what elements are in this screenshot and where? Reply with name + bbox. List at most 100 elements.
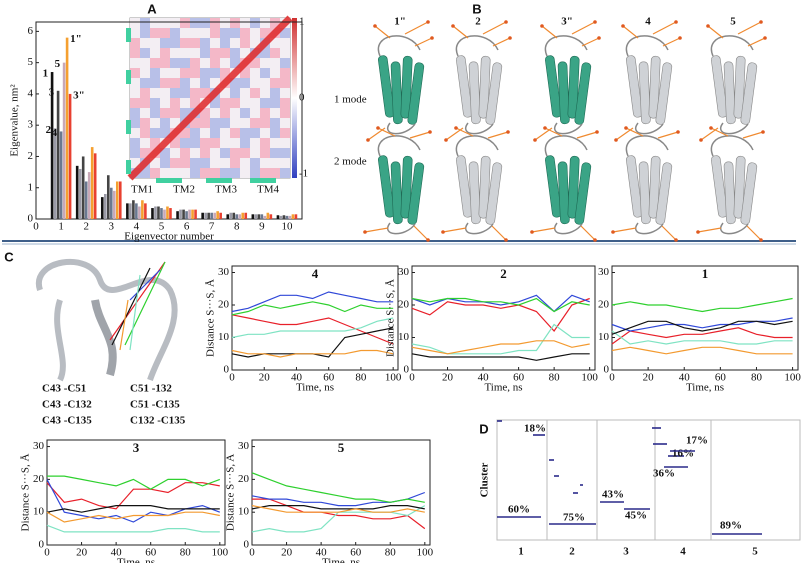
series-line [252, 498, 426, 530]
heatmap-cell [140, 78, 150, 88]
heatmap-cell [230, 138, 240, 148]
heatmap-cell [200, 148, 210, 158]
heatmap-cell [130, 48, 140, 58]
heatmap-cell [170, 18, 180, 28]
heatmap-cell [270, 118, 280, 128]
heatmap-cell [180, 98, 190, 108]
x-tick-label: 40 [316, 547, 328, 559]
y-tick-label: 0 [28, 213, 34, 225]
bar [53, 128, 57, 219]
heatmap-cell [150, 38, 160, 48]
series-line [46, 479, 221, 523]
inset-label: TM1 [131, 184, 153, 196]
heatmap-cell [190, 158, 200, 168]
arrow-head [696, 230, 700, 234]
helix [485, 162, 503, 225]
heatmap-cell [250, 68, 260, 78]
value-label: 43% [602, 489, 624, 501]
heatmap-cell [160, 108, 170, 118]
y-tick-label: 30 [398, 266, 410, 278]
heatmap-cell [220, 168, 230, 178]
heatmap-cell [170, 98, 180, 108]
heatmap-cell [250, 158, 260, 168]
protein-structure [366, 20, 434, 142]
heatmap-cell [210, 98, 220, 108]
motion-arrow [413, 225, 429, 241]
heatmap-cell [130, 148, 140, 158]
chart-title: 3 [133, 440, 140, 455]
x-tick-label: 0 [409, 372, 415, 384]
bar [269, 214, 273, 219]
value-label: 45% [625, 510, 647, 522]
bar [68, 93, 72, 219]
heatmap-cell [200, 118, 210, 128]
heatmap-cell [270, 38, 280, 48]
heatmap-cell [140, 18, 150, 28]
x-tick-label: 80 [751, 372, 763, 384]
bar [241, 212, 245, 219]
motion-arrow [531, 227, 556, 233]
legend-entry: C43 -C135 [42, 415, 92, 427]
motion-arrow [737, 21, 762, 35]
tm-marker [126, 70, 131, 84]
y-tick-label: 0 [244, 539, 250, 551]
heatmap-cell [170, 148, 180, 158]
heatmap-cell [130, 128, 140, 138]
series-line [231, 314, 394, 345]
helix [638, 161, 651, 225]
series-label: 1" [70, 33, 82, 45]
heatmap-cell [180, 38, 190, 48]
heatmap-cell [150, 18, 160, 28]
heatmap-cell [190, 38, 200, 48]
helix [468, 61, 481, 125]
tm-marker [156, 178, 182, 183]
bar [232, 212, 236, 219]
y-tick-label: 2 [28, 150, 34, 162]
y-tick-label: 20 [218, 299, 230, 311]
heatmap-cell [210, 128, 220, 138]
motion-arrow [746, 225, 762, 241]
tm-marker [126, 120, 131, 134]
heatmap-cell [260, 158, 270, 168]
loop [710, 35, 754, 135]
series-line [231, 349, 394, 358]
protein-structure [611, 126, 680, 242]
y-tick-label: 20 [598, 299, 610, 311]
heatmap-cell [170, 88, 180, 98]
x-tick-label: 60 [323, 372, 335, 384]
motion-arrow [541, 25, 558, 39]
series-line [231, 301, 394, 316]
bar [56, 90, 60, 220]
bar [112, 190, 116, 219]
tm-marker [250, 178, 276, 183]
tm-marker [126, 160, 131, 174]
heatmap-cell [240, 38, 250, 48]
series-line [611, 297, 793, 313]
loop [625, 35, 669, 135]
distance-line [111, 267, 151, 346]
bar [216, 211, 219, 219]
heatmap-cell [200, 138, 210, 148]
protein-structure [530, 126, 599, 242]
heatmap-cell [220, 138, 230, 148]
bar [100, 197, 104, 219]
bar [141, 200, 144, 219]
motion-arrow [409, 131, 431, 139]
heatmap-cell [280, 138, 290, 148]
heatmap-cell [230, 168, 240, 178]
heatmap-cell [260, 28, 270, 38]
heatmap-cell [240, 128, 250, 138]
motion-arrow [482, 21, 507, 35]
series-label: 3 [49, 86, 55, 98]
colorbar [292, 18, 297, 178]
series-line [611, 330, 793, 345]
heatmap-cell [170, 38, 180, 48]
value-label: 75% [563, 512, 585, 524]
heatmap-cell [230, 148, 240, 158]
value-label: 16% [672, 448, 694, 460]
helix [390, 161, 403, 225]
heatmap-cell [150, 118, 160, 128]
heatmap-cell [270, 98, 280, 108]
plot-frame [251, 439, 431, 546]
heatmap-cell [200, 168, 210, 178]
